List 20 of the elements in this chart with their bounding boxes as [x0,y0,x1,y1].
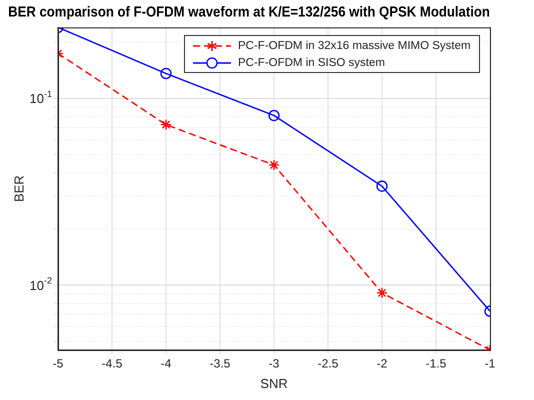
x-tick-label: -2 [376,356,388,371]
point [376,180,388,192]
point [160,68,172,80]
point [160,118,172,130]
x-tick-label: -4 [160,356,172,371]
legend-label: PC-F-OFDM in 32x16 massive MIMO System [238,40,471,52]
x-tick-label: -3 [268,356,280,371]
point [268,159,280,171]
x-tick-label: -2.5 [318,356,339,371]
x-tick-label: -3.5 [210,356,231,371]
y-axis-title: BER [11,175,26,202]
x-tick-label: -5 [52,356,64,371]
point [376,287,388,299]
x-tick-label: -1 [484,356,496,371]
legend-label: PC-F-OFDM in SISO system [238,56,385,69]
chart-title: BER comparison of F-OFDM waveform at K/E=132/256 with QPSK Modulation [8,3,490,20]
point [268,110,280,122]
x-tick-label: -4.5 [102,356,123,371]
x-axis-title: SNR [260,376,288,391]
x-tick-label: -1.5 [426,356,447,371]
